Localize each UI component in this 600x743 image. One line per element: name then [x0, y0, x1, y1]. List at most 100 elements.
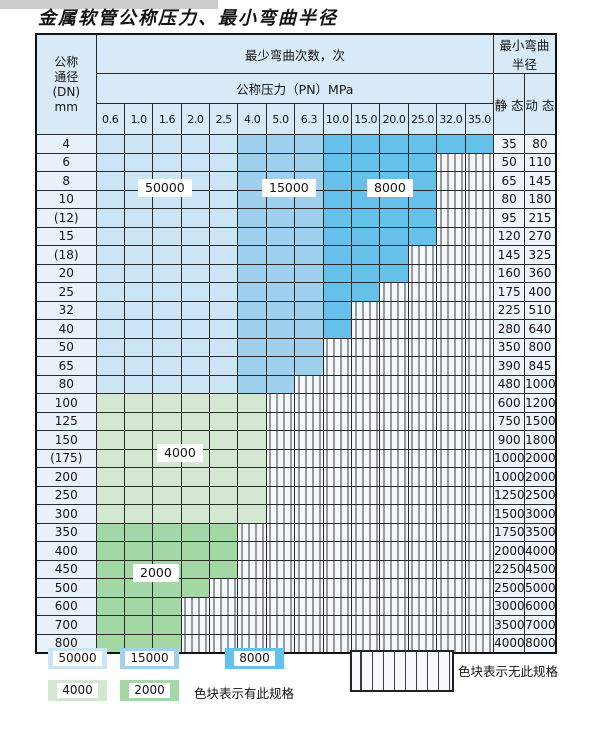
dynamic-radius-cell: 80 — [524, 134, 557, 154]
spec-cell — [237, 356, 267, 376]
spec-cell — [265, 134, 296, 154]
spec-cell — [95, 615, 125, 635]
legend-swatch-15000: 15000 — [120, 648, 179, 669]
static-radius-cell: 225 — [493, 300, 526, 320]
spec-cell — [379, 134, 409, 154]
spec-cell — [123, 448, 154, 468]
no-spec-cell — [407, 245, 438, 265]
spec-cell — [407, 134, 438, 154]
spec-cell — [265, 337, 296, 357]
static-radius-cell: 95 — [493, 208, 526, 228]
no-spec-cell — [407, 282, 438, 302]
spec-cell — [123, 411, 154, 431]
no-spec-cell — [265, 504, 296, 524]
static-radius-cell: 50 — [493, 152, 526, 172]
spec-cell — [152, 374, 182, 394]
spec-cell — [322, 171, 353, 191]
no-spec-cell — [265, 485, 296, 505]
spec-cell — [123, 615, 154, 635]
spec-cell — [265, 300, 296, 320]
region-label-8000: 8000 — [367, 179, 413, 197]
region-label-2000: 2000 — [133, 564, 179, 582]
spec-cell — [95, 300, 125, 320]
spec-cell — [237, 263, 267, 283]
no-spec-cell — [407, 430, 438, 450]
no-spec-cell — [379, 393, 409, 413]
spec-cell — [95, 189, 125, 209]
no-spec-cell — [294, 541, 324, 561]
no-spec-cell — [407, 448, 438, 468]
spec-cell — [237, 485, 267, 505]
no-spec-cell — [407, 467, 438, 487]
spec-cell — [237, 245, 267, 265]
dn-cell: (18) — [35, 245, 97, 265]
no-spec-cell — [464, 300, 495, 320]
pressure-col-header: 5.0 — [265, 103, 296, 135]
dynamic-radius-cell: 1000 — [524, 374, 557, 394]
no-spec-cell — [436, 596, 466, 616]
no-spec-cell — [294, 485, 324, 505]
static-column-header: 静 态 — [493, 73, 526, 135]
static-radius-cell: 160 — [493, 263, 526, 283]
dynamic-radius-cell: 845 — [524, 356, 557, 376]
legend-swatch-label: 4000 — [57, 683, 98, 698]
spec-cell — [294, 282, 324, 302]
static-radius-cell: 80 — [493, 189, 526, 209]
spec-cell — [322, 134, 353, 154]
dn-cell: 350 — [35, 522, 97, 542]
spec-cell — [123, 430, 154, 450]
dn-cell: 450 — [35, 559, 97, 579]
spec-cell — [180, 319, 211, 339]
spec-cell — [351, 245, 381, 265]
dynamic-radius-cell: 270 — [524, 226, 557, 246]
spec-cell — [265, 374, 296, 394]
no-spec-cell — [351, 300, 381, 320]
no-spec-cell — [265, 522, 296, 542]
no-spec-cell — [237, 596, 267, 616]
spec-cell — [294, 208, 324, 228]
spec-cell — [407, 226, 438, 246]
table-row: 6 50 110 — [35, 152, 557, 172]
no-spec-cell — [464, 263, 495, 283]
spec-cell — [265, 208, 296, 228]
spec-cell — [123, 134, 154, 154]
table-row: 450 2250 4500 — [35, 559, 557, 579]
no-spec-cell — [464, 337, 495, 357]
no-spec-cell — [265, 467, 296, 487]
spec-cell — [152, 522, 182, 542]
dn-header-line1: 公称 — [54, 54, 79, 69]
no-spec-cell — [322, 411, 353, 431]
no-spec-cell — [351, 430, 381, 450]
dynamic-radius-cell: 360 — [524, 263, 557, 283]
spec-cell — [123, 541, 154, 561]
no-spec-cell — [407, 356, 438, 376]
pressure-col-header: 1.6 — [152, 103, 182, 135]
spec-cell — [152, 245, 182, 265]
dynamic-radius-cell: 6000 — [524, 596, 557, 616]
spec-cell — [237, 393, 267, 413]
no-spec-cell — [464, 226, 495, 246]
static-radius-cell: 1750 — [493, 522, 526, 542]
spec-cell — [152, 282, 182, 302]
dn-cell: 8 — [35, 171, 97, 191]
dn-cell: 250 — [35, 485, 97, 505]
spec-cell — [209, 134, 239, 154]
no-spec-cell — [407, 504, 438, 524]
no-spec-cell — [464, 467, 495, 487]
spec-cell — [152, 393, 182, 413]
dynamic-radius-cell: 8000 — [524, 633, 557, 654]
spec-cell — [237, 134, 267, 154]
dynamic-radius-cell: 3500 — [524, 522, 557, 542]
no-spec-cell — [464, 633, 495, 654]
spec-cell — [237, 467, 267, 487]
spec-cell — [379, 208, 409, 228]
table-row: 100 600 1200 — [35, 393, 557, 413]
spec-cell — [152, 596, 182, 616]
spec-cell — [209, 189, 239, 209]
no-spec-cell — [351, 596, 381, 616]
spec-table: 公称 通径 (DN) mm 最少弯曲次数，次 最小弯曲半径 公称压力（PN）MP… — [35, 33, 557, 654]
no-spec-cell — [464, 596, 495, 616]
spec-cell — [209, 226, 239, 246]
spec-cell — [209, 245, 239, 265]
pressure-col-header: 1.0 — [123, 103, 154, 135]
